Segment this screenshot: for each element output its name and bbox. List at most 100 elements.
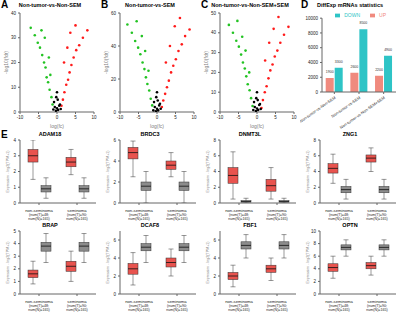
svg-text:8000: 8000	[308, 31, 319, 36]
svg-text:40: 40	[211, 30, 217, 35]
svg-text:seminoma: seminoma	[167, 299, 187, 304]
svg-text:seminoma: seminoma	[67, 208, 87, 213]
svg-text:Expression - log2(TPM+1): Expression - log2(TPM+1)	[6, 151, 10, 193]
svg-text:seminoma: seminoma	[367, 299, 387, 304]
svg-text:3300: 3300	[335, 60, 343, 64]
svg-text:6: 6	[213, 153, 216, 158]
svg-text:seminoma: seminoma	[167, 208, 187, 213]
svg-text:Non-tumor-vs-Non-SEM: Non-tumor-vs-Non-SEM	[300, 95, 337, 124]
svg-text:-log10(fdr): -log10(fdr)	[3, 51, 9, 74]
svg-text:6: 6	[313, 153, 316, 158]
svg-text:num(N)=165): num(N)=165)	[366, 217, 387, 221]
svg-text:8500: 8500	[359, 21, 367, 25]
svg-text:0: 0	[313, 292, 316, 297]
svg-text:0: 0	[313, 201, 316, 206]
svg-text:-log10(fdr): -log10(fdr)	[103, 51, 109, 74]
svg-text:Expression - log2(TPM+1): Expression - log2(TPM+1)	[206, 151, 210, 193]
svg-text:10: 10	[211, 90, 217, 95]
svg-text:2: 2	[313, 185, 316, 190]
svg-text:60: 60	[111, 11, 117, 16]
svg-text:0: 0	[113, 292, 116, 297]
svg-text:2: 2	[213, 274, 216, 279]
svg-text:3: 3	[13, 254, 16, 259]
svg-text:-log10(fdr): -log10(fdr)	[203, 51, 209, 74]
svg-text:log(fc): log(fc)	[150, 123, 164, 129]
svg-text:num(N)=165): num(N)=165)	[166, 217, 187, 221]
svg-text:6000: 6000	[308, 45, 319, 50]
svg-text:Expression - log2(TPM+1): Expression - log2(TPM+1)	[306, 242, 310, 284]
svg-text:2: 2	[213, 185, 216, 190]
svg-text:8: 8	[313, 241, 316, 246]
svg-text:4: 4	[113, 256, 116, 261]
svg-text:num(N)=165): num(N)=165)	[228, 308, 249, 312]
svg-text:Expression - log2(TPM+1): Expression - log2(TPM+1)	[106, 151, 110, 193]
svg-text:4: 4	[13, 138, 16, 143]
svg-text:Expression - log2(TPM+1): Expression - log2(TPM+1)	[6, 242, 10, 284]
svg-text:10: 10	[11, 85, 17, 90]
svg-text:seminoma: seminoma	[367, 208, 387, 213]
svg-text:num(N)=165): num(N)=165)	[328, 308, 349, 312]
svg-text:-5: -5	[136, 115, 140, 120]
svg-text:seminoma: seminoma	[267, 299, 287, 304]
svg-text:0: 0	[213, 292, 216, 297]
svg-text:4: 4	[313, 169, 316, 174]
svg-text:6: 6	[213, 238, 216, 243]
svg-text:non-seminoma: non-seminoma	[125, 299, 153, 304]
svg-text:Expression - log2(TPM+1): Expression - log2(TPM+1)	[206, 242, 210, 284]
svg-text:non-seminoma: non-seminoma	[325, 299, 353, 304]
svg-text:5: 5	[274, 115, 277, 120]
svg-text:3: 3	[13, 153, 16, 158]
svg-text:-10: -10	[117, 115, 124, 120]
svg-text:10000: 10000	[305, 16, 318, 21]
svg-text:Expression - log2(TPM+1): Expression - log2(TPM+1)	[106, 242, 110, 284]
svg-text:2: 2	[113, 274, 116, 279]
svg-text:non-seminoma: non-seminoma	[225, 299, 253, 304]
svg-text:10: 10	[191, 115, 197, 120]
svg-text:log(fc): log(fc)	[250, 123, 264, 129]
svg-text:10: 10	[311, 229, 317, 234]
svg-text:6: 6	[313, 254, 316, 259]
svg-text:num(N)=165): num(N)=165)	[328, 217, 349, 221]
svg-text:-10: -10	[217, 115, 224, 120]
svg-text:0: 0	[156, 115, 159, 120]
svg-text:2: 2	[113, 180, 116, 185]
svg-text:log(fc): log(fc)	[50, 123, 64, 129]
svg-text:Expression - log2(TPM+1): Expression - log2(TPM+1)	[306, 151, 310, 193]
svg-text:40: 40	[111, 44, 117, 49]
svg-text:5: 5	[74, 115, 77, 120]
svg-text:num(N)=165): num(N)=165)	[28, 217, 49, 221]
svg-text:4000: 4000	[308, 60, 319, 65]
svg-text:4: 4	[213, 256, 216, 261]
svg-text:1900: 1900	[326, 70, 334, 74]
svg-text:6: 6	[113, 238, 116, 243]
svg-text:8: 8	[313, 138, 316, 143]
svg-text:non-seminoma: non-seminoma	[25, 299, 53, 304]
svg-text:1: 1	[13, 185, 16, 190]
svg-text:0: 0	[213, 110, 216, 115]
svg-text:num(N)=165): num(N)=165)	[166, 308, 187, 312]
svg-text:seminoma: seminoma	[67, 299, 87, 304]
svg-text:num(N)=165): num(N)=165)	[66, 308, 87, 312]
svg-text:non-seminoma: non-seminoma	[125, 208, 153, 213]
svg-text:50: 50	[211, 11, 217, 16]
svg-text:seminoma: seminoma	[267, 208, 287, 213]
svg-text:non-seminoma: non-seminoma	[225, 208, 253, 213]
svg-text:-5: -5	[236, 115, 240, 120]
svg-text:10: 10	[291, 115, 297, 120]
svg-text:30: 30	[11, 35, 17, 40]
svg-text:0: 0	[113, 201, 116, 206]
svg-text:-5: -5	[36, 115, 40, 120]
svg-text:0: 0	[256, 115, 259, 120]
svg-text:4: 4	[313, 266, 316, 271]
svg-text:0: 0	[13, 292, 16, 297]
svg-text:num(N)=165): num(N)=165)	[228, 217, 249, 221]
svg-text:0: 0	[213, 201, 216, 206]
svg-text:num(N)=165): num(N)=165)	[66, 217, 87, 221]
svg-text:0: 0	[13, 110, 16, 115]
svg-text:10: 10	[91, 115, 97, 120]
svg-text:1: 1	[13, 279, 16, 284]
svg-text:2200: 2200	[375, 68, 383, 72]
svg-text:num(N)=165): num(N)=165)	[266, 217, 287, 221]
svg-text:num(N)=165): num(N)=165)	[128, 308, 149, 312]
svg-text:num(N)=165): num(N)=165)	[128, 217, 149, 221]
